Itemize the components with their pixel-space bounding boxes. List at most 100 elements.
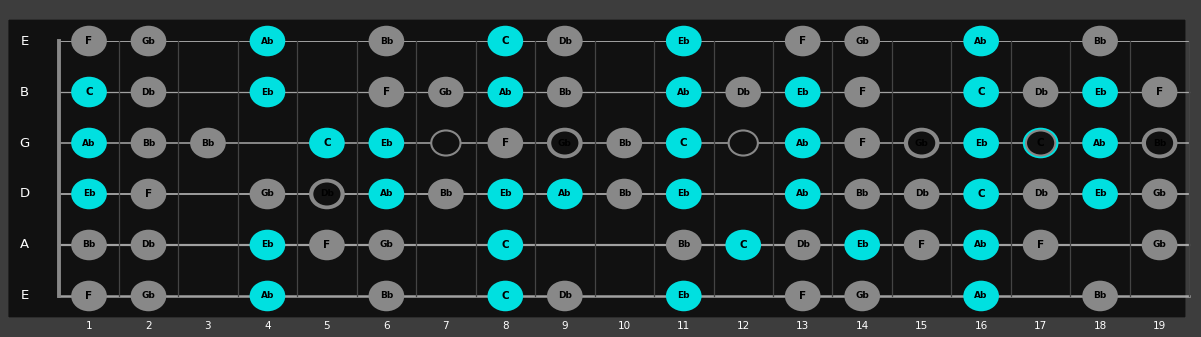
Text: Db: Db — [558, 292, 572, 301]
Circle shape — [550, 130, 579, 156]
Text: F: F — [1157, 87, 1163, 97]
Circle shape — [785, 128, 820, 158]
Text: 3: 3 — [204, 320, 211, 331]
Text: B: B — [20, 86, 29, 98]
Circle shape — [312, 181, 341, 207]
Circle shape — [785, 179, 820, 209]
Circle shape — [71, 77, 107, 107]
Circle shape — [309, 230, 345, 260]
Circle shape — [250, 230, 286, 260]
Text: 6: 6 — [383, 320, 389, 331]
Text: F: F — [799, 291, 806, 301]
Circle shape — [844, 230, 880, 260]
Text: Bb: Bb — [558, 88, 572, 96]
Circle shape — [71, 281, 107, 311]
Text: Eb: Eb — [1094, 88, 1106, 96]
Text: 15: 15 — [915, 320, 928, 331]
Circle shape — [1142, 77, 1177, 107]
Circle shape — [131, 230, 166, 260]
Text: Eb: Eb — [261, 88, 274, 96]
Text: C: C — [978, 87, 985, 97]
Text: Db: Db — [736, 88, 751, 96]
Circle shape — [71, 230, 107, 260]
Text: D: D — [19, 187, 30, 201]
Text: Bb: Bb — [440, 189, 453, 198]
FancyBboxPatch shape — [6, 18, 1188, 319]
Circle shape — [1023, 230, 1058, 260]
Circle shape — [1082, 128, 1118, 158]
Circle shape — [844, 179, 880, 209]
Text: G: G — [19, 136, 30, 150]
Text: F: F — [918, 240, 925, 250]
Text: Eb: Eb — [381, 139, 393, 148]
Text: C: C — [502, 240, 509, 250]
Circle shape — [963, 26, 999, 56]
Circle shape — [1142, 179, 1177, 209]
Text: C: C — [85, 87, 92, 97]
Text: Ab: Ab — [796, 189, 809, 198]
Text: Eb: Eb — [83, 189, 95, 198]
Circle shape — [785, 77, 820, 107]
Text: Db: Db — [796, 241, 809, 249]
Text: A: A — [20, 239, 29, 251]
Text: F: F — [145, 189, 153, 199]
Circle shape — [369, 26, 405, 56]
Circle shape — [665, 77, 701, 107]
Text: 2: 2 — [145, 320, 151, 331]
Circle shape — [1023, 77, 1058, 107]
Text: C: C — [502, 36, 509, 46]
Text: 9: 9 — [562, 320, 568, 331]
Text: 17: 17 — [1034, 320, 1047, 331]
Text: 13: 13 — [796, 320, 809, 331]
Text: Bb: Bb — [83, 241, 96, 249]
Circle shape — [369, 77, 405, 107]
Text: Eb: Eb — [796, 88, 809, 96]
Circle shape — [131, 281, 166, 311]
Text: Gb: Gb — [1153, 189, 1166, 198]
Text: Gb: Gb — [142, 36, 155, 45]
Circle shape — [431, 130, 460, 156]
Circle shape — [546, 128, 582, 158]
Circle shape — [844, 128, 880, 158]
Text: Ab: Ab — [261, 36, 274, 45]
Text: Eb: Eb — [677, 36, 691, 45]
Circle shape — [428, 77, 464, 107]
Circle shape — [607, 128, 643, 158]
Circle shape — [1082, 281, 1118, 311]
Circle shape — [131, 77, 166, 107]
Circle shape — [1082, 77, 1118, 107]
Text: 10: 10 — [617, 320, 631, 331]
Circle shape — [190, 128, 226, 158]
Text: Ab: Ab — [380, 189, 393, 198]
Text: Ab: Ab — [558, 189, 572, 198]
Text: 5: 5 — [323, 320, 330, 331]
Circle shape — [844, 77, 880, 107]
Circle shape — [1142, 230, 1177, 260]
Text: Bb: Bb — [202, 139, 215, 148]
Text: Gb: Gb — [915, 139, 928, 148]
Text: 19: 19 — [1153, 320, 1166, 331]
Text: Gb: Gb — [440, 88, 453, 96]
Text: Bb: Bb — [1093, 292, 1106, 301]
Circle shape — [546, 281, 582, 311]
Text: Bb: Bb — [677, 241, 691, 249]
Circle shape — [71, 179, 107, 209]
Text: 7: 7 — [442, 320, 449, 331]
Text: Db: Db — [142, 88, 155, 96]
Circle shape — [250, 179, 286, 209]
Text: Db: Db — [915, 189, 928, 198]
Text: F: F — [799, 36, 806, 46]
Circle shape — [785, 230, 820, 260]
Circle shape — [250, 77, 286, 107]
Text: Ab: Ab — [974, 292, 988, 301]
Text: 12: 12 — [736, 320, 749, 331]
Text: Ab: Ab — [261, 292, 274, 301]
Circle shape — [131, 128, 166, 158]
Text: Gb: Gb — [1153, 241, 1166, 249]
Circle shape — [1082, 179, 1118, 209]
Circle shape — [725, 230, 761, 260]
Text: Ab: Ab — [1093, 139, 1107, 148]
Circle shape — [963, 128, 999, 158]
Text: 1: 1 — [85, 320, 92, 331]
Circle shape — [309, 179, 345, 209]
